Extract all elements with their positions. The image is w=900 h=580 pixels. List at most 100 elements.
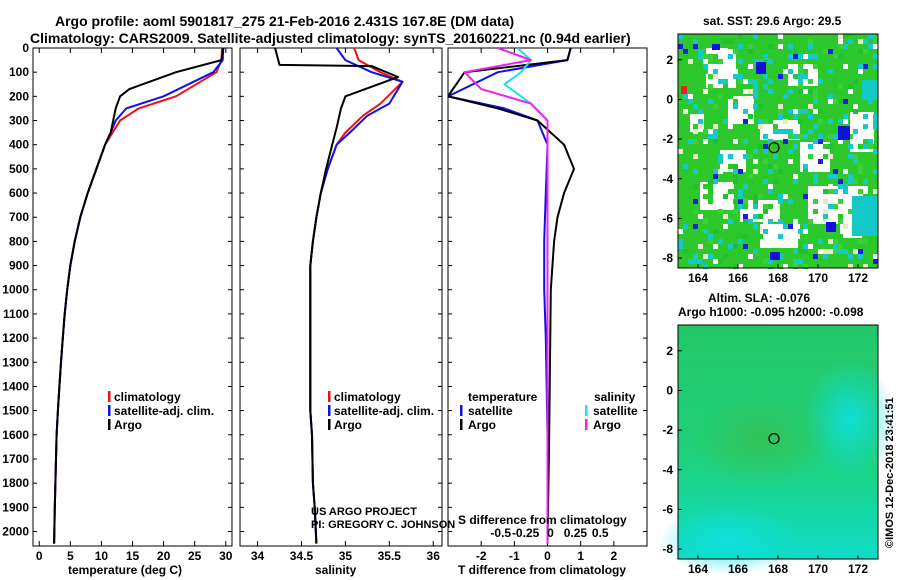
depth-tick-label: 200 <box>9 89 29 103</box>
sst-cell <box>798 259 803 264</box>
sst-cell <box>748 44 753 49</box>
sst-cell <box>733 164 738 169</box>
depth-tick-label: 1100 <box>3 307 29 321</box>
sst-cell <box>743 214 748 219</box>
sst-cell <box>688 139 693 144</box>
sst-cell <box>813 64 818 69</box>
sst-cell <box>858 64 863 69</box>
sst-cell <box>813 179 818 184</box>
sst-cell <box>733 199 738 204</box>
sst-cell <box>838 214 843 219</box>
sst-cell <box>833 54 838 59</box>
sst-cell <box>768 189 773 194</box>
sst-cell <box>788 54 793 59</box>
sst-cell <box>783 69 788 74</box>
x-tick-label: 1 <box>577 549 584 563</box>
map-x-tick-label: 164 <box>688 271 708 285</box>
sst-cell <box>713 234 718 239</box>
x-tick-label: 15 <box>126 549 140 563</box>
sst-cell <box>713 229 718 234</box>
sst-cell <box>748 144 753 149</box>
sst-cell <box>728 249 733 254</box>
sst-cell <box>783 264 788 269</box>
sst-cell <box>743 219 748 224</box>
sst-cell <box>853 104 858 109</box>
legend-title-temperature: temperature <box>468 390 538 404</box>
series-line-climatology <box>53 48 223 544</box>
sst-cell <box>838 34 843 39</box>
sst-cell <box>843 224 848 229</box>
sst-cell <box>813 124 818 129</box>
sst-cell <box>858 49 863 54</box>
sst-cell <box>693 184 698 189</box>
sst-cell <box>753 59 758 64</box>
sst-cell <box>748 119 753 124</box>
sst-cell <box>793 54 798 59</box>
sst-cell <box>753 224 758 229</box>
sst-cell <box>758 144 763 149</box>
sst-cell <box>728 134 733 139</box>
sst-cell <box>713 134 718 139</box>
sst-cell <box>808 234 813 239</box>
sst-cell <box>843 189 848 194</box>
sst-cell <box>773 129 778 134</box>
sst-cell <box>698 214 703 219</box>
sst-cell <box>858 169 863 174</box>
sst-cell <box>858 39 863 44</box>
sst-cell <box>798 244 803 249</box>
sst-cell <box>683 249 688 254</box>
sst-cell <box>748 254 753 259</box>
sst-cell <box>703 69 708 74</box>
sst-cell <box>783 139 788 144</box>
sst-cell <box>778 219 783 224</box>
sst-cell <box>698 104 703 109</box>
legend-swatch-t-satellite <box>460 405 463 416</box>
sst-cell <box>703 59 708 64</box>
sst-cell <box>693 169 698 174</box>
sst-cell <box>828 239 833 244</box>
sst-cell <box>853 159 858 164</box>
sst-cell <box>713 139 718 144</box>
series-line-t-satellite <box>448 48 572 544</box>
sst-cyan-patch <box>862 80 878 100</box>
sst-cell <box>823 79 828 84</box>
sst-cell <box>678 149 683 154</box>
sst-cell <box>828 54 833 59</box>
figure-title-line1: Argo profile: aoml 5901817_275 21-Feb-20… <box>55 13 514 29</box>
sla-map-field-green <box>690 390 830 490</box>
sst-cell <box>763 74 768 79</box>
legend-label-climatology: climatology <box>334 390 401 404</box>
sst-cell <box>678 94 683 99</box>
legend-swatch-climatology <box>108 391 111 402</box>
sst-cell <box>803 249 808 254</box>
map-y-tick-label: -4 <box>662 463 673 477</box>
sst-cell <box>748 49 753 54</box>
map-y-tick-label: 0 <box>666 383 673 397</box>
depth-tick-label: 900 <box>9 259 29 273</box>
sst-cell <box>783 94 788 99</box>
sst-cell <box>848 209 853 214</box>
sst-cell <box>708 239 713 244</box>
sst-cell <box>838 39 843 44</box>
sst-cell <box>708 234 713 239</box>
sst-cell <box>838 249 843 254</box>
sst-cell <box>713 164 718 169</box>
sst-cell <box>798 54 803 59</box>
sst-cell <box>738 234 743 239</box>
sst-cell <box>763 149 768 154</box>
legend-label-argo: Argo <box>114 418 142 432</box>
sst-cell <box>793 109 798 114</box>
depth-tick-label: 400 <box>9 138 29 152</box>
legend-label-argo: Argo <box>334 418 362 432</box>
sst-cell <box>698 259 703 264</box>
sst-cell <box>808 39 813 44</box>
sst-cell <box>698 244 703 249</box>
sst-cell <box>738 169 743 174</box>
sst-cell <box>813 229 818 234</box>
sst-cell <box>853 249 858 254</box>
sst-cell <box>868 189 873 194</box>
s-diff-tick-label: 0.25 <box>564 526 588 540</box>
sst-cell <box>808 114 813 119</box>
sst-cell <box>828 94 833 99</box>
sst-cell <box>693 139 698 144</box>
